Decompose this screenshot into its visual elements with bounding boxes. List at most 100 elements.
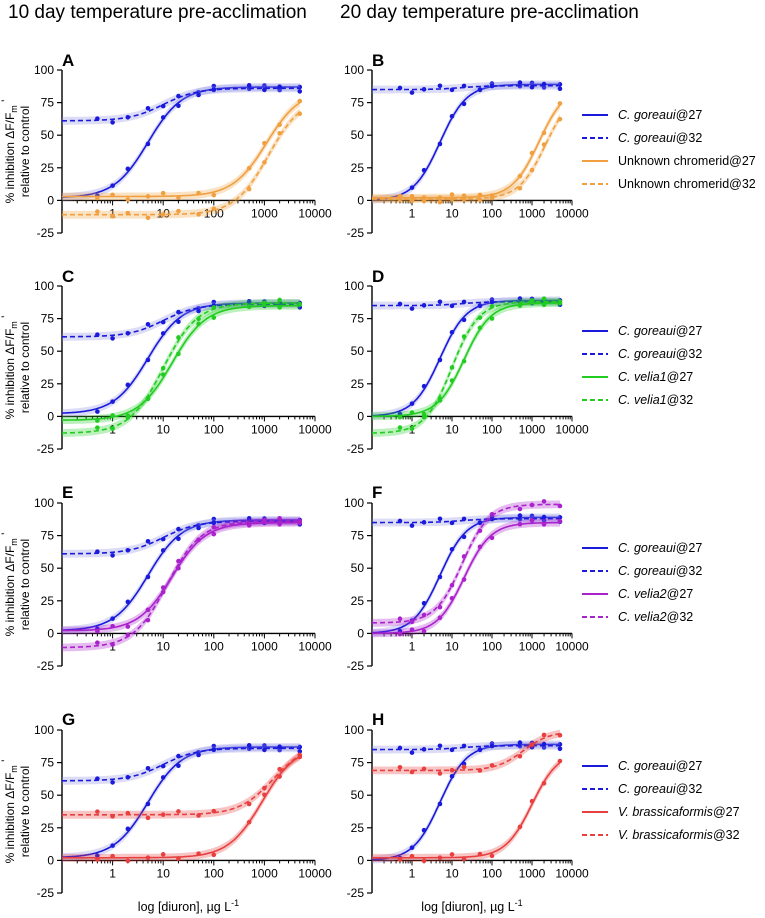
- data-point: [196, 316, 201, 322]
- legend-condition: @27: [675, 541, 703, 555]
- data-point: [145, 815, 151, 821]
- data-point: [211, 743, 217, 749]
- legend-condition: @27: [666, 587, 694, 601]
- data-point: [557, 732, 563, 738]
- fit-curve: [372, 517, 560, 524]
- data-point: [409, 750, 415, 755]
- legend-swatch: [582, 160, 608, 162]
- data-point: [262, 747, 267, 753]
- legend-condition: @32: [675, 564, 703, 578]
- data-point: [477, 192, 483, 198]
- x-tick-label: 1: [409, 206, 416, 220]
- data-point: [489, 516, 495, 522]
- fit-curve: [372, 521, 561, 635]
- legend-species: C. goreaui: [618, 131, 676, 145]
- data-point: [421, 87, 427, 92]
- data-point: [397, 414, 403, 420]
- data-point: [145, 801, 151, 807]
- legend-condition: @32: [675, 131, 703, 145]
- data-point: [176, 856, 181, 861]
- legend-item: V. brassicaformis@27: [580, 801, 740, 824]
- data-point: [409, 769, 415, 775]
- legend-row-3: C. goreaui@27 C. goreaui@32 C. velia2@27 C.…: [580, 537, 702, 629]
- data-point: [125, 624, 131, 629]
- data-point: [557, 503, 563, 509]
- y-tick-label: 25: [351, 821, 365, 835]
- data-point: [176, 208, 181, 214]
- data-point: [211, 747, 217, 753]
- data-point: [125, 632, 131, 638]
- data-point: [95, 857, 100, 862]
- data-point: [176, 558, 181, 564]
- data-point: [125, 210, 131, 216]
- confidence-band: [62, 98, 300, 201]
- data-point: [529, 798, 535, 804]
- y-axis-label-line2: relative to control: [18, 106, 32, 197]
- confidence-band: [372, 741, 560, 754]
- y-tick-label: 50: [351, 344, 365, 358]
- fit-curve: [62, 520, 300, 649]
- y-axis-label-line2: relative to control: [18, 766, 32, 857]
- data-point: [145, 766, 151, 771]
- data-point: [517, 754, 523, 759]
- data-point: [246, 186, 252, 192]
- data-point: [489, 299, 495, 305]
- y-tick-label: -25: [37, 226, 55, 240]
- data-point: [541, 781, 547, 786]
- data-point: [160, 763, 166, 769]
- data-point: [461, 577, 467, 582]
- data-point: [477, 544, 483, 550]
- data-point: [145, 617, 151, 623]
- confidence-band: [62, 517, 300, 558]
- legend-condition: @27: [675, 759, 703, 773]
- panel-label: H: [372, 710, 384, 729]
- y-tick-label: 75: [41, 312, 55, 326]
- data-point: [277, 130, 282, 136]
- data-point: [160, 775, 166, 780]
- data-point: [277, 744, 282, 750]
- data-point: [461, 534, 467, 540]
- legend-swatch: [582, 114, 608, 116]
- legend-condition: @27: [675, 324, 703, 338]
- data-point: [211, 808, 217, 814]
- data-point: [110, 413, 115, 418]
- data-point: [517, 173, 523, 179]
- y-tick-label: 50: [41, 788, 55, 802]
- x-tick-label: 10000: [298, 639, 332, 653]
- y-axis-label: % inhibition ΔF/Fm ': [0, 100, 19, 204]
- legend-species: C. velia2: [618, 610, 667, 624]
- data-point: [277, 766, 282, 772]
- data-point: [297, 520, 303, 526]
- data-point: [176, 809, 181, 814]
- x-axis-label: log [diuron], µg L-1: [138, 898, 239, 914]
- data-point: [477, 528, 483, 534]
- y-tick-label: 0: [357, 409, 364, 423]
- fit-curve: [62, 754, 301, 816]
- x-tick-label: 10: [157, 866, 171, 880]
- data-point: [437, 83, 443, 89]
- data-point: [125, 547, 131, 553]
- x-tick-label: 100: [204, 866, 224, 880]
- data-point: [397, 193, 403, 199]
- legend-item: C. goreaui@32: [580, 778, 740, 801]
- data-point: [409, 627, 415, 632]
- data-point: [421, 167, 427, 173]
- data-point: [437, 199, 443, 205]
- data-point: [541, 130, 547, 136]
- data-point: [477, 851, 483, 857]
- data-point: [297, 111, 303, 116]
- data-point: [489, 853, 495, 859]
- data-point: [489, 535, 495, 541]
- data-point: [145, 855, 151, 860]
- data-point: [145, 215, 151, 221]
- data-point: [437, 141, 443, 147]
- data-point: [489, 193, 495, 198]
- data-point: [160, 852, 166, 857]
- data-point: [160, 536, 166, 542]
- data-point: [421, 766, 427, 772]
- data-point: [461, 764, 467, 770]
- data-point: [176, 103, 181, 109]
- data-point: [110, 336, 115, 341]
- data-point: [110, 120, 115, 125]
